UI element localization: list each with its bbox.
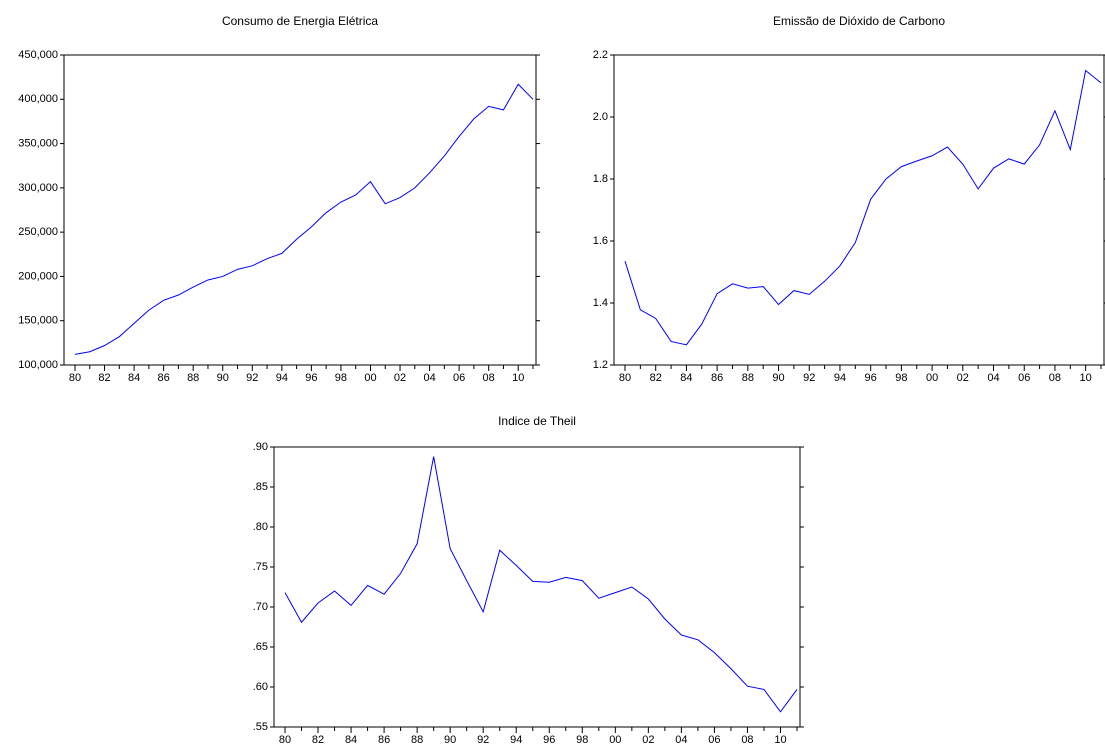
y-tick-label: .60 bbox=[253, 681, 268, 693]
x-tick-label: 06 bbox=[708, 734, 720, 746]
y-tick-label: .90 bbox=[253, 441, 268, 453]
x-tick-label: 02 bbox=[394, 372, 406, 384]
data-line bbox=[284, 456, 798, 713]
y-tick-label: .80 bbox=[253, 521, 268, 533]
x-tick-label: 10 bbox=[1080, 372, 1092, 384]
y-tick-label: .70 bbox=[253, 601, 268, 613]
y-tick-label: 200,000 bbox=[18, 270, 58, 282]
y-tick-label: 350,000 bbox=[18, 137, 58, 149]
x-tick-label: 02 bbox=[642, 734, 654, 746]
x-tick-label: 80 bbox=[619, 372, 631, 384]
y-tick-label: 300,000 bbox=[18, 182, 58, 194]
plot-frame bbox=[273, 446, 801, 728]
x-tick-label: 94 bbox=[276, 372, 288, 384]
y-tick-label: .85 bbox=[253, 481, 268, 493]
plot-frame bbox=[613, 54, 1105, 366]
x-tick-label: 82 bbox=[650, 372, 662, 384]
x-tick-label: 84 bbox=[680, 372, 692, 384]
chart-title: Consumo de Energia Elétrica bbox=[222, 14, 378, 28]
x-tick-label: 86 bbox=[378, 734, 390, 746]
x-tick-label: 10 bbox=[774, 734, 786, 746]
x-tick-label: 04 bbox=[987, 372, 999, 384]
x-tick-label: 08 bbox=[741, 734, 753, 746]
plot-frame bbox=[63, 54, 537, 366]
x-tick-label: 96 bbox=[305, 372, 317, 384]
y-tick-label: .65 bbox=[253, 641, 268, 653]
x-tick-label: 82 bbox=[312, 734, 324, 746]
x-tick-label: 84 bbox=[345, 734, 357, 746]
y-tick-label: 1.8 bbox=[593, 173, 608, 185]
x-tick-label: 00 bbox=[609, 734, 621, 746]
x-tick-label: 08 bbox=[483, 372, 495, 384]
y-tick-label: 400,000 bbox=[18, 93, 58, 105]
x-tick-label: 04 bbox=[423, 372, 435, 384]
x-tick-label: 86 bbox=[158, 372, 170, 384]
chart-title: Emissão de Dióxido de Carbono bbox=[773, 14, 945, 28]
data-line bbox=[74, 83, 534, 355]
y-tick-label: 150,000 bbox=[18, 315, 58, 327]
y-tick-label: 100,000 bbox=[18, 359, 58, 371]
x-tick-label: 80 bbox=[279, 734, 291, 746]
x-tick-label: 00 bbox=[926, 372, 938, 384]
y-tick-label: .75 bbox=[253, 561, 268, 573]
x-tick-label: 92 bbox=[246, 372, 258, 384]
x-tick-label: 08 bbox=[1049, 372, 1061, 384]
x-tick-label: 88 bbox=[742, 372, 754, 384]
y-tick-label: .55 bbox=[253, 721, 268, 733]
x-tick-label: 06 bbox=[453, 372, 465, 384]
x-tick-label: 94 bbox=[510, 734, 522, 746]
x-tick-label: 96 bbox=[543, 734, 555, 746]
x-tick-label: 96 bbox=[865, 372, 877, 384]
x-tick-label: 98 bbox=[895, 372, 907, 384]
x-tick-label: 04 bbox=[675, 734, 687, 746]
x-tick-label: 88 bbox=[187, 372, 199, 384]
x-tick-label: 80 bbox=[69, 372, 81, 384]
x-tick-label: 94 bbox=[834, 372, 846, 384]
x-tick-label: 90 bbox=[217, 372, 229, 384]
x-tick-label: 92 bbox=[477, 734, 489, 746]
x-tick-label: 90 bbox=[772, 372, 784, 384]
x-tick-label: 06 bbox=[1018, 372, 1030, 384]
x-tick-label: 98 bbox=[576, 734, 588, 746]
x-tick-label: 00 bbox=[364, 372, 376, 384]
y-tick-label: 2.2 bbox=[593, 49, 608, 61]
x-tick-label: 88 bbox=[411, 734, 423, 746]
x-tick-label: 82 bbox=[98, 372, 110, 384]
x-tick-label: 02 bbox=[957, 372, 969, 384]
x-tick-label: 84 bbox=[128, 372, 140, 384]
x-tick-label: 90 bbox=[444, 734, 456, 746]
x-tick-label: 10 bbox=[512, 372, 524, 384]
y-tick-label: 1.2 bbox=[593, 359, 608, 371]
data-line bbox=[624, 69, 1102, 346]
x-tick-label: 98 bbox=[335, 372, 347, 384]
y-tick-label: 450,000 bbox=[18, 49, 58, 61]
x-tick-label: 92 bbox=[803, 372, 815, 384]
y-tick-label: 250,000 bbox=[18, 226, 58, 238]
y-tick-label: 1.6 bbox=[593, 235, 608, 247]
y-tick-label: 2.0 bbox=[593, 111, 608, 123]
chart-title: Indice de Theil bbox=[498, 414, 576, 428]
x-tick-label: 86 bbox=[711, 372, 723, 384]
y-tick-label: 1.4 bbox=[593, 297, 608, 309]
